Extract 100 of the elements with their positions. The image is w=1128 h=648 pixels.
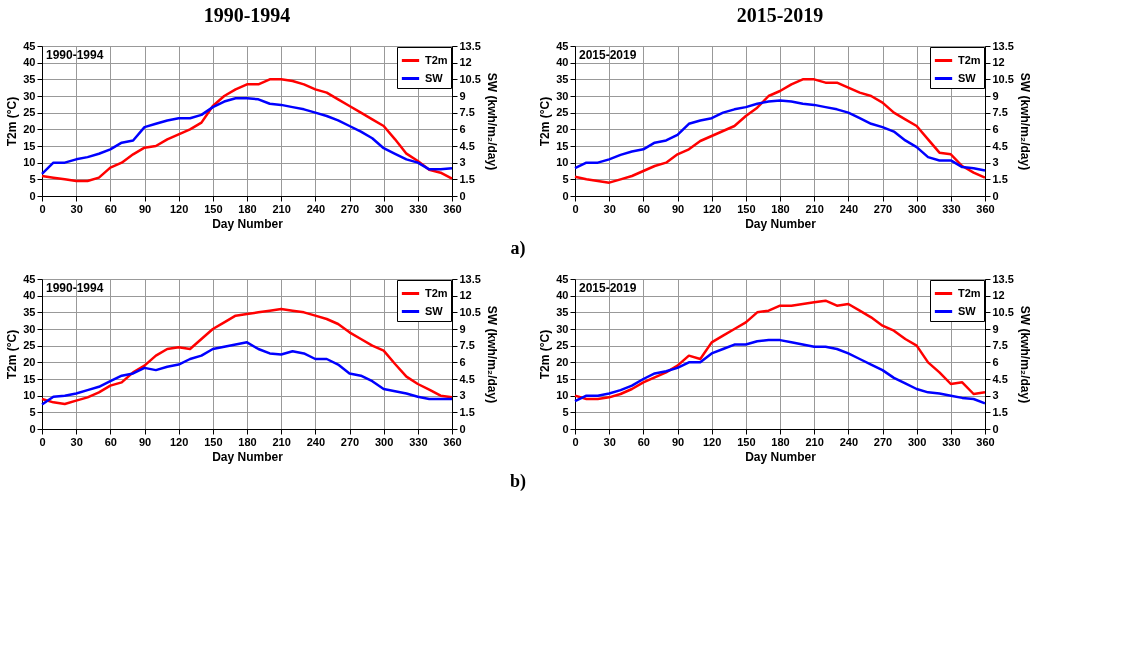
y-tick-label: 20 [23,355,36,368]
y2-tick-label: 6 [459,355,466,368]
y2-tick-label: 7.5 [992,106,1008,119]
x-tick-label: 60 [104,435,117,448]
x-tick-label: 150 [737,202,756,215]
y-tick-label: 15 [556,139,569,152]
y-tick-label: 40 [23,56,36,69]
y-tick-label: 15 [23,139,36,152]
x-tick-label: 120 [702,435,722,448]
x-tick-label: 0 [572,202,579,215]
legend-label: T2m [425,53,448,66]
x-tick-label: 360 [976,202,995,215]
y2-tick-label: 12 [992,289,1005,302]
y-tick-label: 25 [556,106,569,119]
y2-tick-label: 7.5 [992,339,1008,352]
y2-tick-label: 1.5 [459,405,475,418]
y-tick-label: 45 [556,39,569,52]
y2-tick-label: 0 [459,422,466,435]
x-tick-label: 330 [409,435,428,448]
y-tick-label: 30 [556,322,569,335]
y2-tick-label: 3 [459,389,466,402]
y-tick-label: 30 [556,89,569,102]
x-tick-label: 180 [238,435,257,448]
line-series [573,338,987,405]
x-tick-label: 180 [771,202,790,215]
y-tick-label: 5 [562,405,569,418]
x-tick-label: 90 [671,202,685,215]
y-tick-label: 20 [556,355,569,368]
x-tick-label: 120 [169,202,189,215]
y2-tick-label: 4.5 [992,139,1008,152]
y2-tick-label: 10.5 [992,72,1014,85]
y-tick-label: 25 [556,339,569,352]
chart-title: 2015-2019 [579,48,637,62]
y2-tick-label: 12 [992,56,1005,69]
y2-tick-label: 3 [459,156,466,169]
y2-tick-label: 1.5 [992,405,1008,418]
y-tick-label: 40 [556,56,569,69]
x-tick-label: 0 [572,435,579,448]
x-tick-label: 360 [976,435,995,448]
x-tick-label: 210 [272,202,291,215]
x-axis-title: Day Number [745,216,817,231]
y2-tick-label: 4.5 [459,372,475,385]
chart-title: 1990-1994 [46,48,104,62]
y-tick-label: 15 [23,372,36,385]
y2-tick-label: 9 [992,322,999,335]
x-tick-label: 30 [603,202,616,215]
y-tick-label: 25 [23,339,36,352]
y-axis-title: T2m (°C) [538,96,553,147]
text: 1990-1994 [203,4,291,26]
y-tick-label: 5 [29,172,36,185]
text: b) [510,470,527,492]
y-tick-label: 35 [23,72,36,85]
y2-tick-label: 9 [459,89,466,102]
text: a) [510,237,526,259]
x-tick-label: 360 [443,435,462,448]
y-tick-label: 30 [23,322,36,335]
x-tick-label: 240 [306,202,326,215]
y-tick-label: 25 [23,106,36,119]
legend-label: SW [958,71,977,84]
y-tick-label: 5 [29,405,36,418]
y-tick-label: 0 [562,422,569,435]
x-tick-label: 30 [603,435,616,448]
y2-tick-label: 0 [992,422,999,435]
y-tick-label: 45 [23,39,36,52]
x-tick-label: 240 [839,435,859,448]
y-axis-title: T2m (°C) [5,96,20,147]
y2-tick-label: 4.5 [992,372,1008,385]
y-tick-label: 15 [556,372,569,385]
x-tick-label: 240 [306,435,326,448]
y-tick-label: 0 [29,189,36,202]
y2-tick-label: 13.5 [992,272,1014,285]
y2-tick-label: 1.5 [992,172,1008,185]
x-tick-label: 270 [873,435,893,448]
y-tick-label: 10 [556,389,569,402]
line-series [573,299,987,401]
y2-tick-label: 3 [992,156,999,169]
y-tick-label: 10 [556,156,569,169]
y2-tick-label: 0 [459,189,466,202]
x-tick-label: 210 [272,435,291,448]
x-tick-label: 120 [169,435,189,448]
x-axis-title: Day Number [212,216,284,231]
y2-tick-label: 4.5 [459,139,475,152]
x-tick-label: 270 [873,202,893,215]
x-tick-label: 300 [907,202,927,215]
y-tick-label: 35 [556,72,569,85]
x-tick-label: 270 [340,202,360,215]
y-tick-label: 10 [23,389,36,402]
y2-tick-label: 12 [459,289,472,302]
x-tick-label: 180 [238,202,257,215]
x-tick-label: 300 [907,435,927,448]
legend-label: SW [958,304,977,317]
y2-tick-label: 13.5 [992,39,1014,52]
y2-tick-label: 6 [459,122,466,135]
y-axis-title: T2m (°C) [5,329,20,380]
legend-label: SW [425,71,444,84]
y2-tick-label: 13.5 [459,272,481,285]
x-tick-label: 150 [204,202,223,215]
y2-tick-label: 10.5 [459,72,481,85]
y-tick-label: 45 [556,272,569,285]
y-tick-label: 45 [23,272,36,285]
